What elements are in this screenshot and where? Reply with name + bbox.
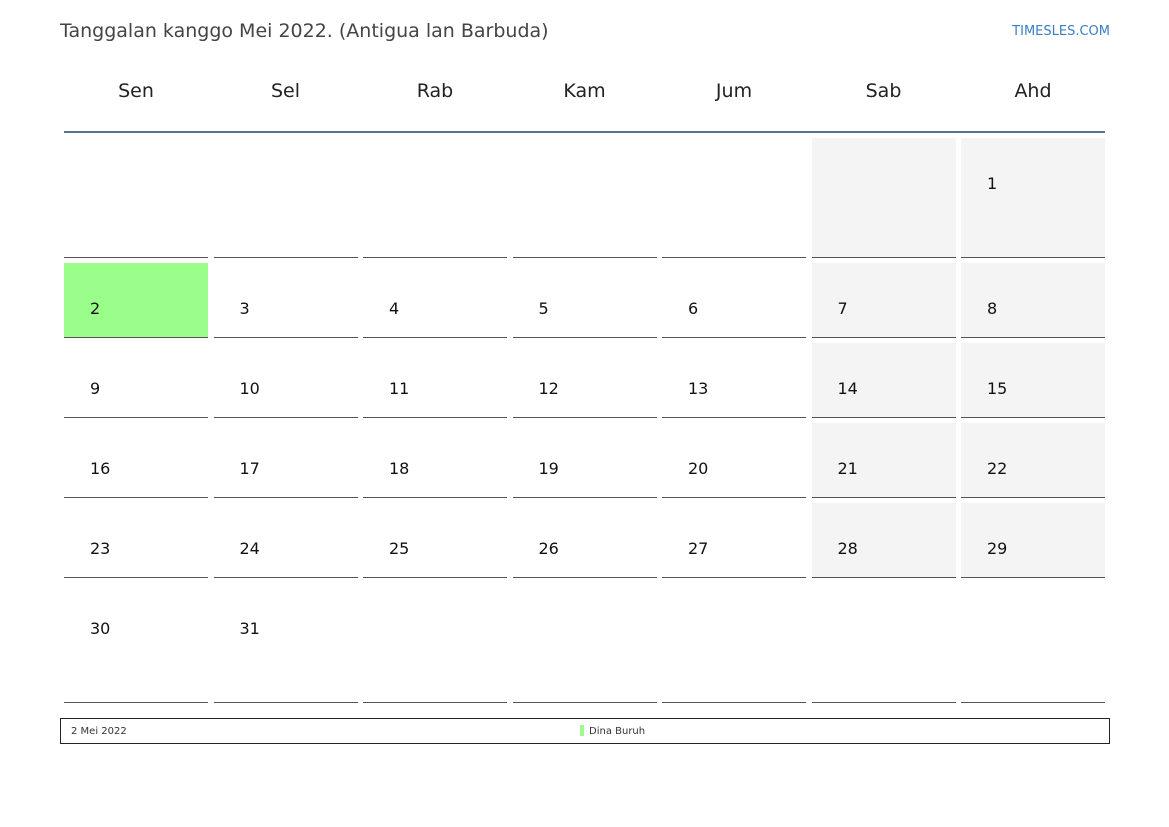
day-number: 22 xyxy=(987,459,1008,478)
day-number: 18 xyxy=(389,459,410,478)
day-cell[interactable]: 16 xyxy=(64,423,208,498)
day-number: 23 xyxy=(90,539,111,558)
day-number: 8 xyxy=(987,299,998,318)
page-title: Tanggalan kanggo Mei 2022. (Antigua lan … xyxy=(60,20,549,42)
day-number: 5 xyxy=(538,299,549,318)
empty-day-cell xyxy=(662,138,806,258)
day-number: 15 xyxy=(987,379,1008,398)
day-cell[interactable]: 12 xyxy=(512,343,657,418)
day-number: 9 xyxy=(90,379,101,398)
empty-day-cell xyxy=(512,138,657,258)
brand-link[interactable]: TIMESLES.COM xyxy=(1012,24,1110,39)
day-number: 20 xyxy=(688,459,709,478)
day-number: 24 xyxy=(239,539,260,558)
day-number: 12 xyxy=(538,379,559,398)
day-cell[interactable]: 25 xyxy=(363,503,507,578)
day-cell[interactable]: 27 xyxy=(662,503,806,578)
day-number: 16 xyxy=(90,459,111,478)
day-cell[interactable]: 19 xyxy=(512,423,657,498)
day-cell[interactable]: 26 xyxy=(512,503,657,578)
day-number: 28 xyxy=(837,539,858,558)
day-number: 10 xyxy=(239,379,260,398)
day-cell[interactable]: 22 xyxy=(961,423,1105,498)
day-cell[interactable]: 5 xyxy=(512,263,657,338)
day-cell[interactable]: 6 xyxy=(662,263,806,338)
day-number: 27 xyxy=(688,539,709,558)
day-number: 1 xyxy=(987,174,998,193)
header-divider xyxy=(64,131,1105,133)
day-number: 6 xyxy=(688,299,699,318)
day-cell[interactable]: 31 xyxy=(213,583,358,703)
day-cell[interactable]: 28 xyxy=(811,503,956,578)
day-cell[interactable]: 15 xyxy=(961,343,1105,418)
day-cell[interactable]: 11 xyxy=(363,343,507,418)
day-cell[interactable]: 20 xyxy=(662,423,806,498)
day-number: 19 xyxy=(538,459,559,478)
day-number: 14 xyxy=(837,379,858,398)
day-number: 21 xyxy=(837,459,858,478)
day-cell[interactable]: 23 xyxy=(64,503,208,578)
day-number: 11 xyxy=(389,379,410,398)
day-cell[interactable]: 29 xyxy=(961,503,1105,578)
day-cell[interactable]: 21 xyxy=(811,423,956,498)
day-cell[interactable]: 4 xyxy=(363,263,507,338)
empty-day-cell xyxy=(512,583,657,703)
day-cell[interactable]: 18 xyxy=(363,423,507,498)
day-cell[interactable]: 8 xyxy=(961,263,1105,338)
empty-day-cell xyxy=(213,138,358,258)
day-number: 31 xyxy=(239,619,260,638)
day-cell[interactable]: 13 xyxy=(662,343,806,418)
day-number: 17 xyxy=(239,459,260,478)
calendar-grid: Sen Sel Rab Kam Jum Sab Ahd 1 2 3 4 5 6 7 8 9 10 1… xyxy=(64,80,1105,703)
empty-day-cell xyxy=(64,138,208,258)
day-number: 3 xyxy=(239,299,250,318)
empty-day-cell xyxy=(811,583,956,703)
day-cell[interactable]: 24 xyxy=(213,503,358,578)
day-number: 4 xyxy=(389,299,400,318)
day-number: 7 xyxy=(837,299,848,318)
empty-day-cell xyxy=(811,138,956,258)
day-cell[interactable]: 10 xyxy=(213,343,358,418)
weekday-header-mon: Sen xyxy=(118,80,154,102)
day-number: 25 xyxy=(389,539,410,558)
day-cell[interactable]: 30 xyxy=(64,583,208,703)
day-number: 2 xyxy=(90,299,101,318)
empty-day-cell xyxy=(961,583,1105,703)
legend-holiday-swatch xyxy=(580,725,584,736)
weekday-header-wed: Rab xyxy=(416,80,454,102)
day-cell[interactable]: 2 xyxy=(64,263,208,338)
empty-day-cell xyxy=(662,583,806,703)
weekday-header-sun: Ahd xyxy=(1014,80,1052,102)
empty-day-cell xyxy=(363,138,507,258)
day-number: 30 xyxy=(90,619,111,638)
day-cell[interactable]: 3 xyxy=(213,263,358,338)
day-number: 29 xyxy=(987,539,1008,558)
weekday-header-fri: Jum xyxy=(715,80,753,102)
holiday-legend: 2 Mei 2022 Dina Buruh xyxy=(60,718,1110,744)
legend-holiday-name: Dina Buruh xyxy=(589,726,646,737)
weekday-header-tue: Sel xyxy=(270,80,301,102)
day-cell[interactable]: 9 xyxy=(64,343,208,418)
legend-date: 2 Mei 2022 xyxy=(71,726,127,737)
day-cell[interactable]: 7 xyxy=(811,263,956,338)
day-number: 13 xyxy=(688,379,709,398)
empty-day-cell xyxy=(363,583,507,703)
weekday-header-thu: Kam xyxy=(563,80,606,102)
day-number: 26 xyxy=(538,539,559,558)
day-cell[interactable]: 17 xyxy=(213,423,358,498)
weekday-header-sat: Sab xyxy=(865,80,902,102)
day-cell[interactable]: 14 xyxy=(811,343,956,418)
day-cell[interactable]: 1 xyxy=(961,138,1105,258)
